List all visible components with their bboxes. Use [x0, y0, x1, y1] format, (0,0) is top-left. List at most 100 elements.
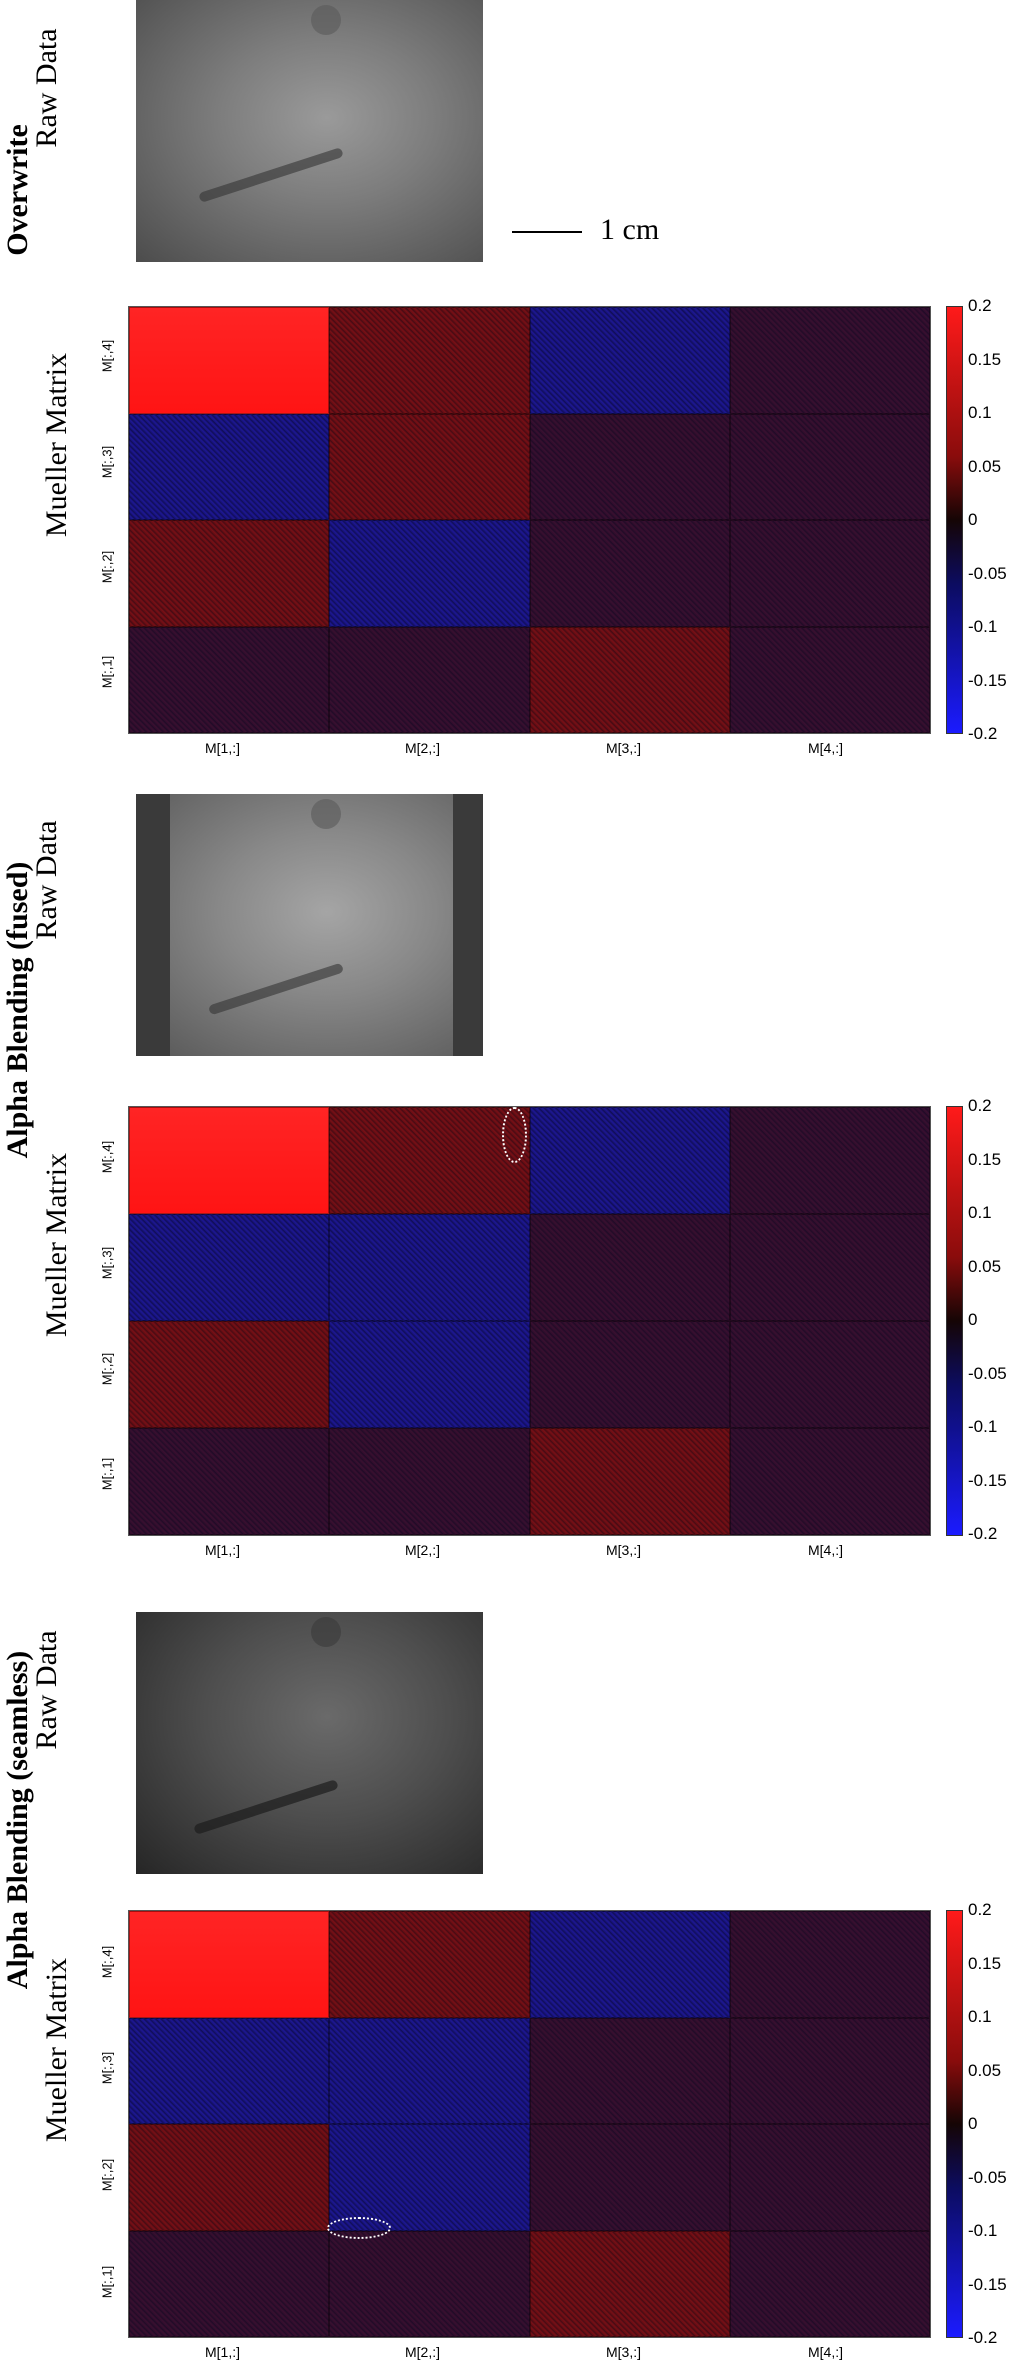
- colorbar-tick-label: 0.1: [968, 2007, 992, 2026]
- tissue-feature: [311, 5, 341, 35]
- highlight-ellipse: [327, 2217, 391, 2239]
- x-tick: M[2,:]: [405, 2344, 441, 2360]
- raw-data-label: Raw Data: [30, 28, 63, 148]
- matrix-cell: [329, 520, 530, 627]
- x-tick: M[1,:]: [205, 740, 241, 756]
- colorbar-tick-label: -0.1: [968, 1417, 998, 1436]
- mueller-matrix-label: Mueller Matrix: [40, 352, 73, 538]
- matrix-cell: [129, 2017, 330, 2124]
- mueller-matrix-image: [128, 1106, 931, 1536]
- y-tick: M[:,4]: [99, 1140, 115, 1174]
- colorbar-tick-label: -0.15: [968, 1470, 1007, 1490]
- matrix-cell: [529, 1911, 730, 2018]
- raw-data-image: [136, 0, 483, 262]
- matrix-cell: [329, 2230, 530, 2337]
- matrix-cell: [329, 413, 530, 520]
- y-tick: M[:,1]: [99, 1457, 115, 1491]
- colorbar-tick-label: 0: [968, 510, 978, 529]
- matrix-cell: [329, 2017, 530, 2124]
- image-border: [453, 794, 483, 1056]
- image-border: [136, 794, 170, 1056]
- mueller-matrix-label: Mueller Matrix: [40, 1152, 73, 1338]
- mueller-matrix-image: [128, 306, 931, 734]
- tissue-feature: [198, 147, 344, 203]
- colorbar: [946, 1910, 963, 2338]
- matrix-cell: [329, 1321, 530, 1428]
- colorbar: [946, 306, 963, 734]
- matrix-cell: [529, 626, 730, 733]
- matrix-cell: [529, 2124, 730, 2231]
- raw-data-image: [136, 794, 483, 1056]
- matrix-cell: [329, 1911, 530, 2018]
- mueller-matrix-label: Mueller Matrix: [40, 1957, 73, 2143]
- y-tick: M[:,3]: [99, 1246, 115, 1280]
- colorbar-tick-label: 0.15: [968, 1149, 1002, 1169]
- colorbar-tick-label: -0.15: [968, 670, 1007, 690]
- colorbar-tick-label: 0: [968, 1310, 978, 1329]
- y-tick: M[:,1]: [99, 655, 115, 689]
- colorbar-tick-label: -0.15: [968, 2274, 1007, 2294]
- colorbar-tick-label: 0.1: [968, 403, 992, 422]
- matrix-cell: [129, 1911, 330, 2018]
- y-tick: M[:,2]: [99, 1352, 115, 1386]
- matrix-cell: [729, 413, 930, 520]
- matrix-cell: [129, 1214, 330, 1321]
- raw-data-label: Raw Data: [30, 1630, 63, 1750]
- matrix-cell: [129, 1428, 330, 1535]
- colorbar-tick-label: 0.05: [968, 1256, 1002, 1276]
- matrix-cell: [529, 1107, 730, 1214]
- raw-data-image: [136, 1612, 483, 1874]
- mueller-matrix-image: [128, 1910, 931, 2338]
- x-tick: M[2,:]: [405, 740, 441, 756]
- matrix-cell: [129, 2124, 330, 2231]
- x-tick: M[1,:]: [205, 1542, 241, 1558]
- x-tick: M[2,:]: [405, 1542, 441, 1558]
- highlight-ellipse: [502, 1107, 527, 1163]
- matrix-cell: [129, 1107, 330, 1214]
- x-tick: M[4,:]: [808, 2344, 844, 2360]
- colorbar-tick-label: -0.2: [968, 724, 998, 743]
- matrix-cell: [329, 1214, 530, 1321]
- colorbar-tick-label: -0.05: [968, 1363, 1007, 1383]
- y-tick: M[:,1]: [99, 2265, 115, 2299]
- colorbar-tick-label: 0.05: [968, 2060, 1002, 2080]
- matrix-cell: [529, 1428, 730, 1535]
- colorbar-tick-label: -0.1: [968, 617, 998, 636]
- matrix-cell: [529, 520, 730, 627]
- colorbar-tick-label: 0.15: [968, 1953, 1002, 1973]
- x-tick: M[4,:]: [808, 740, 844, 756]
- matrix-cell: [729, 1214, 930, 1321]
- matrix-cell: [729, 1428, 930, 1535]
- colorbar-tick-label: -0.05: [968, 2167, 1007, 2187]
- x-tick: M[4,:]: [808, 1542, 844, 1558]
- y-tick: M[:,2]: [99, 2158, 115, 2192]
- matrix-cell: [329, 1428, 530, 1535]
- x-tick: M[1,:]: [205, 2344, 241, 2360]
- matrix-cell: [329, 307, 530, 414]
- colorbar-tick-label: -0.05: [968, 563, 1007, 583]
- matrix-cell: [129, 1321, 330, 1428]
- y-tick: M[:,4]: [99, 1945, 115, 1979]
- colorbar-tick-label: -0.2: [968, 2328, 998, 2347]
- matrix-cell: [129, 626, 330, 733]
- matrix-cell: [729, 520, 930, 627]
- matrix-cell: [529, 1214, 730, 1321]
- matrix-cell: [729, 2124, 930, 2231]
- scale-bar-label: 1 cm: [600, 213, 660, 246]
- scale-bar: [512, 231, 582, 233]
- matrix-cell: [129, 307, 330, 414]
- tissue-feature: [207, 962, 345, 1016]
- matrix-cell: [129, 413, 330, 520]
- matrix-cell: [729, 1911, 930, 2018]
- raw-data-label: Raw Data: [30, 820, 63, 940]
- matrix-cell: [529, 413, 730, 520]
- matrix-cell: [329, 2124, 530, 2231]
- x-tick: M[3,:]: [606, 1542, 642, 1558]
- colorbar-tick-label: 0: [968, 2114, 978, 2133]
- colorbar-tick-label: -0.1: [968, 2221, 998, 2240]
- y-tick: M[:,3]: [99, 2051, 115, 2085]
- matrix-cell: [529, 1321, 730, 1428]
- matrix-cell: [729, 2230, 930, 2337]
- tissue-feature: [193, 1779, 339, 1835]
- matrix-cell: [329, 626, 530, 733]
